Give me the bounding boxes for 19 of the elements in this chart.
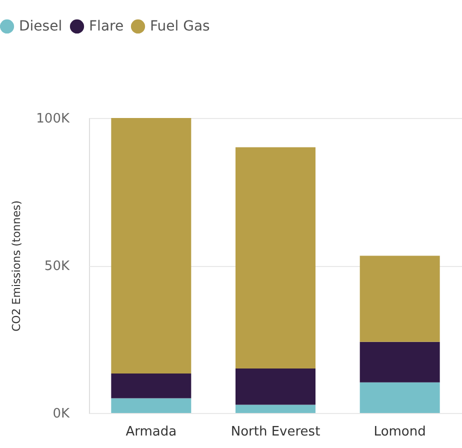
bar xyxy=(236,404,316,413)
legend-label: Diesel xyxy=(19,18,62,34)
bar xyxy=(111,373,192,398)
bar xyxy=(236,147,316,368)
y-axis-title: CO2 Emissions (tonnes) xyxy=(10,200,24,332)
x-tick-label: North Everest xyxy=(230,424,320,440)
legend-label: Fuel Gas xyxy=(150,18,210,34)
bar xyxy=(360,382,440,413)
y-tick-label: 0K xyxy=(52,406,70,422)
bar xyxy=(360,342,440,382)
bar xyxy=(111,398,192,413)
legend-label: Flare xyxy=(89,18,124,34)
y-tick-label: 50K xyxy=(44,259,70,274)
bar xyxy=(111,118,192,374)
x-tick-label: Armada xyxy=(126,424,177,440)
x-tick-label: Lomond xyxy=(374,424,426,440)
bar xyxy=(236,368,316,405)
y-tick-label: 100K xyxy=(36,112,70,126)
bar xyxy=(360,256,440,342)
